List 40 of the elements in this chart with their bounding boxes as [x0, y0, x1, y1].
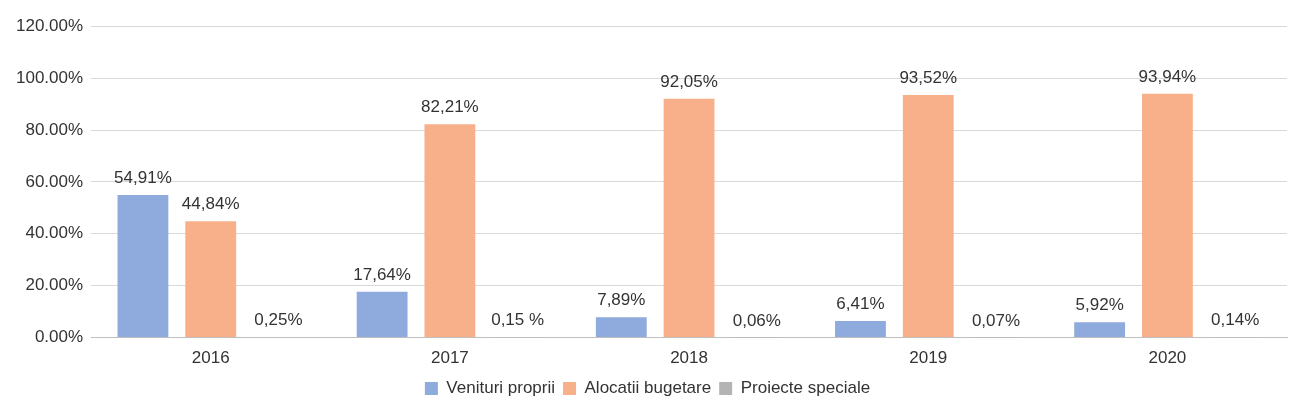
data-label: 82,21% — [421, 97, 479, 117]
bar — [1074, 322, 1126, 338]
y-tick-label: 60.00% — [25, 171, 84, 191]
x-tick-label: 2016 — [191, 348, 230, 368]
legend-label: Proiecte speciale — [740, 378, 871, 398]
data-label: 0,07% — [971, 310, 1021, 330]
data-label: 0,15 % — [491, 310, 545, 330]
data-label: 54,91% — [114, 168, 172, 188]
bar — [356, 291, 408, 338]
data-label: 0,06% — [732, 310, 781, 330]
data-label: 6,41% — [836, 294, 885, 314]
x-tick-label: 2019 — [909, 348, 948, 368]
bar — [1142, 93, 1193, 338]
data-label: 7,89% — [597, 290, 646, 310]
data-label: 92,05% — [660, 71, 718, 91]
y-tick-label: 100.00% — [15, 67, 84, 87]
legend-label: Venituri proprii — [446, 378, 556, 398]
y-tick-label: 0.00% — [34, 327, 84, 347]
bar — [902, 94, 954, 338]
x-tick-label: 2017 — [430, 348, 469, 368]
y-tick-label: 80.00% — [25, 119, 84, 139]
data-label: 93,94% — [1138, 67, 1197, 87]
x-tick-label: 2018 — [670, 348, 708, 368]
bar — [595, 317, 647, 338]
bar — [835, 320, 886, 338]
data-label: 0,14% — [1211, 310, 1260, 330]
y-tick-label: 20.00% — [25, 275, 84, 295]
bar — [185, 221, 237, 338]
data-label: 17,64% — [353, 265, 411, 285]
bar — [663, 98, 715, 338]
x-tick-label: 2020 — [1148, 348, 1187, 368]
data-label: 44,84% — [181, 194, 240, 214]
data-label: 0,25% — [254, 310, 303, 330]
bar — [424, 124, 476, 338]
y-tick-label: 40.00% — [25, 223, 84, 243]
data-label: 93,52% — [899, 68, 958, 88]
data-label: 5,92% — [1075, 295, 1124, 315]
y-tick-label: 120.00% — [15, 15, 84, 35]
bar — [117, 195, 169, 338]
legend-label: Alocatii bugetare — [584, 378, 712, 398]
